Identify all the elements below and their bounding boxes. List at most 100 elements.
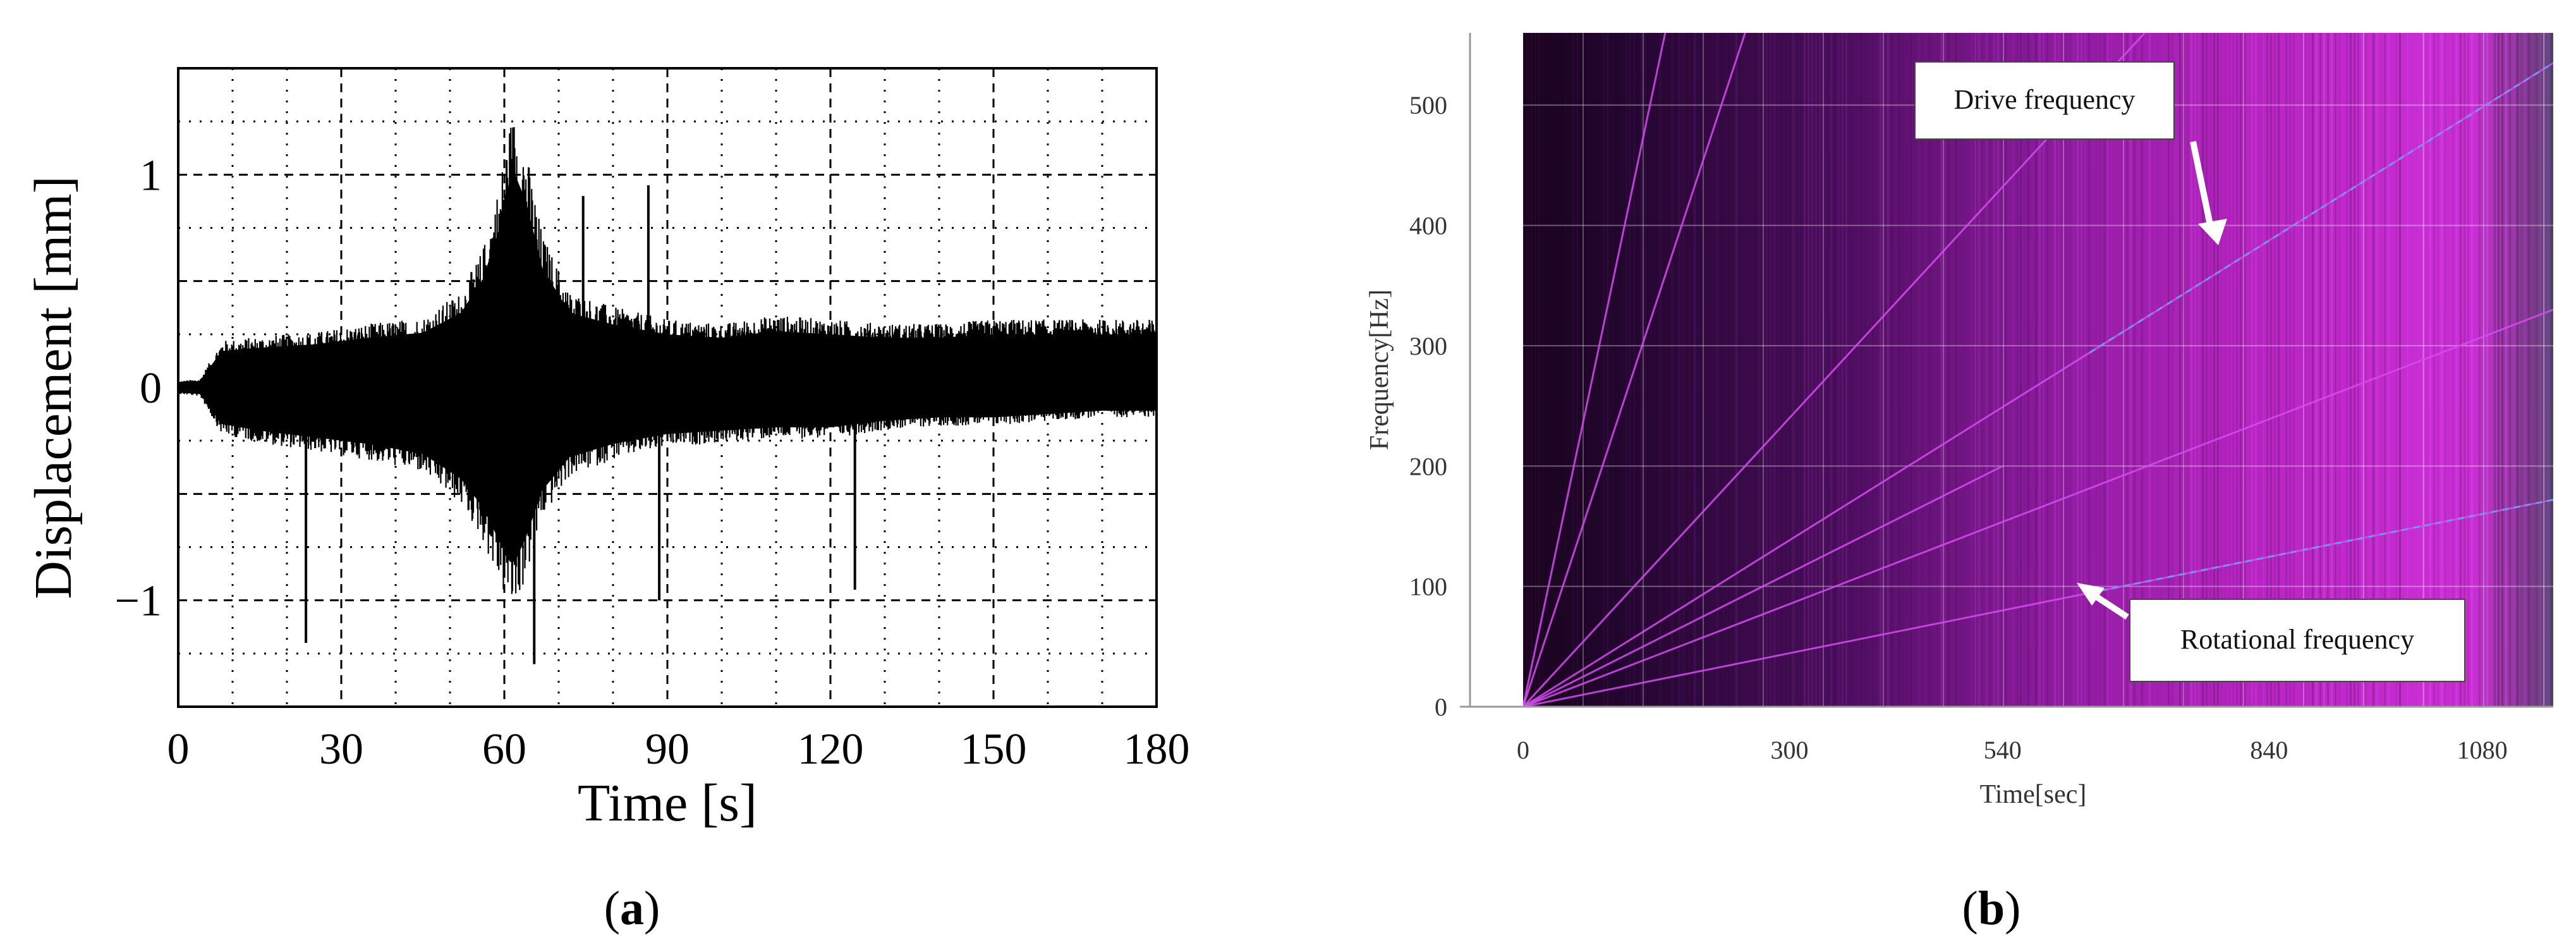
chart-b-texture-stripe: [2251, 33, 2253, 707]
annotation-rotational-frequency-arrowhead: [2077, 583, 2105, 606]
chart-b-texture-stripe: [2107, 33, 2109, 707]
chart-b-texture-stripe: [2111, 33, 2113, 707]
chart-b-texture-stripe: [2058, 33, 2060, 707]
chart-b-texture-stripe: [2206, 33, 2208, 707]
chart-b-texture-stripe: [2027, 33, 2029, 707]
chart-b-texture-stripe: [2517, 33, 2518, 707]
chart-b-texture-stripe: [2536, 33, 2537, 707]
chart-b-texture-stripe: [1781, 33, 1783, 707]
chart-b-texture-stripe: [2323, 33, 2325, 707]
chart-b-x-tick-label: 840: [2250, 736, 2288, 764]
chart-b-texture-stripe: [1982, 33, 1984, 707]
chart-b-texture-stripe: [1864, 33, 1866, 707]
chart-b-texture-stripe: [1773, 33, 1775, 707]
chart-b-texture-stripe: [1607, 33, 1608, 707]
chart-b-line-drive-frequency-overlay: [2089, 62, 2553, 354]
chart-b-texture-stripe: [1838, 33, 1840, 707]
chart-b-texture-stripe: [1705, 33, 1707, 707]
chart-b-texture-stripe: [1792, 33, 1794, 707]
chart-b-texture-stripe: [2429, 33, 2431, 707]
chart-b-texture-stripe: [1557, 33, 1559, 707]
chart-a-x-tick-label: 150: [961, 725, 1027, 774]
chart-b-texture-stripe: [1754, 33, 1756, 707]
chart-b-x-axis-label: Time[sec]: [1980, 780, 2087, 809]
chart-b-texture-stripe: [1902, 33, 1904, 707]
chart-a-y-tick-label: 0: [140, 364, 162, 413]
chart-b-x-tick-label: 540: [1984, 736, 2022, 764]
chart-b-texture-stripe: [1709, 33, 1711, 707]
chart-b-texture-stripe: [2498, 33, 2500, 707]
chart-b-texture-stripe: [1974, 33, 1976, 707]
chart-b-texture-stripe: [2293, 33, 2295, 707]
chart-b-texture-stripe: [2327, 33, 2329, 707]
chart-b-x-tick-label: 0: [1517, 736, 1529, 764]
chart-b-texture-stripe: [1698, 33, 1699, 707]
chart-b-texture-stripe: [2016, 33, 2018, 707]
chart-b-texture-stripe: [2081, 33, 2082, 707]
chart-b-texture-stripe: [2418, 33, 2420, 707]
caption-b-letter: b: [1978, 882, 2005, 935]
chart-b-y-tick-label: 300: [1409, 332, 1447, 360]
chart-b-x-ticks: 0 300 540 840 1080: [1517, 736, 2508, 764]
chart-b-texture-stripe: [1770, 33, 1771, 707]
chart-b-texture-stripe: [2183, 33, 2185, 707]
chart-b-texture-stripe: [1618, 33, 1620, 707]
chart-b-texture-stripe: [1584, 33, 1586, 707]
chart-b-texture-stripe: [2452, 33, 2454, 707]
chart-a-frame: [177, 67, 1158, 708]
chart-b-x-tick-label: 1080: [2457, 736, 2508, 764]
chart-b-texture-stripe: [1751, 33, 1753, 707]
chart-b-frequency-lines: [1523, 33, 2553, 707]
chart-b-texture-stripe: [1906, 33, 1908, 707]
chart-b-texture-stripe: [2524, 33, 2526, 707]
chart-b-texture-stripe: [2046, 33, 2048, 707]
chart-b-texture-stripe: [2099, 33, 2101, 707]
chart-b-texture-stripe: [1648, 33, 1650, 707]
chart-b-texture-stripe: [1747, 33, 1749, 707]
chart-b-texture-stripe: [1694, 33, 1696, 707]
caption-a-letter: a: [620, 882, 644, 935]
chart-b-y-tick-label: 0: [1435, 693, 1447, 721]
chart-b-texture-stripe: [2475, 33, 2477, 707]
chart-b-texture-stripe: [1625, 33, 1627, 707]
chart-b-texture-stripe: [2316, 33, 2318, 707]
chart-b-texture-stripe: [2460, 33, 2462, 707]
chart-b-texture-stripe: [1857, 33, 1859, 707]
chart-b-texture-stripe: [2335, 33, 2336, 707]
chart-b-texture-stripe: [1603, 33, 1605, 707]
chart-b-texture-stripe: [2422, 33, 2424, 707]
chart-b-spectrogram: [1523, 33, 2553, 707]
chart-b-texture-stripe: [1993, 33, 1995, 707]
chart-b-texture-stripe: [2407, 33, 2409, 707]
chart-b-texture-stripe: [2270, 33, 2272, 707]
chart-a-signal: [178, 127, 1157, 664]
chart-b-texture-stripe: [1842, 33, 1844, 707]
chart-b-texture-stripe: [2456, 33, 2458, 707]
chart-b-texture-stripe: [1739, 33, 1741, 707]
chart-b-texture-stripe: [2376, 33, 2378, 707]
chart-b-texture-stripe: [2274, 33, 2276, 707]
chart-b-texture-stripe: [2065, 33, 2067, 707]
chart-b-texture-stripe: [2266, 33, 2268, 707]
chart-b-harmonic-line: [1523, 33, 1746, 707]
chart-b-texture-stripe: [1910, 33, 1912, 707]
chart-b-texture-stripe: [2077, 33, 2079, 707]
chart-b-texture-stripe: [2141, 33, 2143, 707]
chart-b-texture-stripe: [2134, 33, 2136, 707]
chart-b-texture-stripe: [1690, 33, 1692, 707]
chart-b-texture-stripe: [2486, 33, 2488, 707]
chart-b-texture-stripe: [2232, 33, 2234, 707]
chart-b-y-tick-label: 200: [1409, 452, 1447, 480]
chart-b-texture-stripe: [2263, 33, 2264, 707]
chart-b-y-axis-label: Frequency[Hz]: [1365, 290, 1394, 450]
chart-a-x-tick-label: 180: [1124, 725, 1190, 774]
chart-b-texture-stripe: [2312, 33, 2314, 707]
chart-b-texture-stripe: [1917, 33, 1919, 707]
chart-b-texture-stripe: [2357, 33, 2359, 707]
chart-b-texture-stripe: [1652, 33, 1654, 707]
chart-a-x-tick-label: 0: [167, 725, 190, 774]
chart-b-texture-stripe: [1861, 33, 1862, 707]
chart-b-texture-stripe: [1561, 33, 1563, 707]
chart-b-texture-stripe: [1880, 33, 1881, 707]
chart-b-texture-stripe: [1804, 33, 1806, 707]
